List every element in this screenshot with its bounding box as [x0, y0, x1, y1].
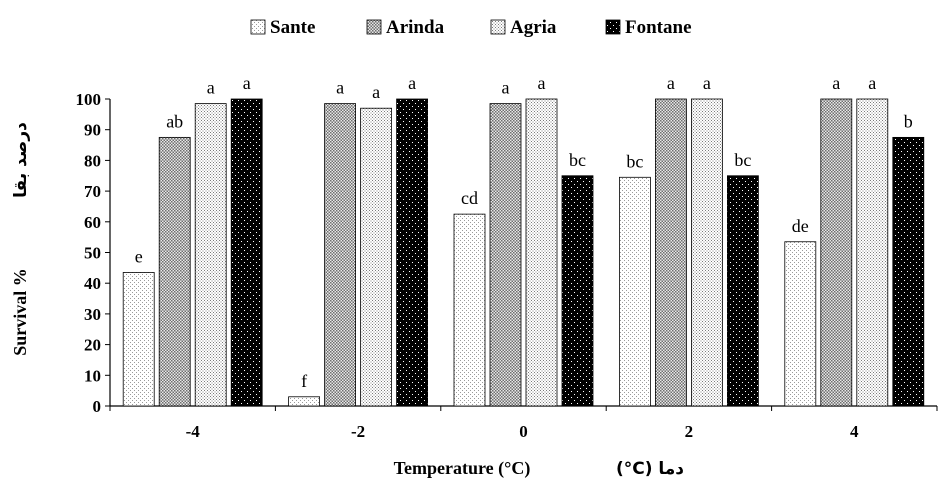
bar-fontane-2	[727, 175, 759, 407]
significance-letter: a	[703, 73, 711, 93]
x-tick-label: 4	[850, 422, 859, 441]
bar-agria--2	[360, 107, 393, 407]
x-tick-label: 0	[519, 422, 528, 441]
bar-arinda-4	[820, 98, 853, 407]
y-tick-label: 100	[76, 90, 102, 109]
x-tick-label: 2	[685, 422, 694, 441]
legend-swatch-fontane	[605, 19, 621, 35]
bar-arinda-2	[655, 98, 687, 407]
y-tick-label: 70	[84, 182, 101, 201]
bars	[122, 98, 925, 407]
significance-letter: a	[868, 73, 876, 93]
y-tick-label: 10	[84, 366, 101, 385]
significance-letter: a	[243, 73, 251, 93]
significance-letter: f	[301, 371, 307, 391]
y-tick-label: 90	[84, 121, 101, 140]
significance-letter: e	[135, 246, 143, 266]
significance-letter: a	[538, 73, 546, 93]
significance-letter: a	[372, 82, 380, 102]
y-axis-title-alt: درصد بقا	[11, 122, 31, 198]
x-axis-title: Temperature (°C)	[394, 458, 531, 479]
legend-swatch-sante	[250, 19, 266, 35]
bar-fontane--2	[396, 98, 429, 407]
bar-arinda--4	[158, 136, 191, 407]
y-tick-label: 30	[84, 305, 101, 324]
significance-letter: bc	[734, 150, 751, 170]
bar-arinda-0	[489, 103, 522, 407]
y-ticks: 0 10 20 30 40 50 60 70 80 90 100	[76, 90, 110, 416]
significance-letter: b	[904, 111, 913, 131]
significance-letter: ab	[166, 111, 183, 131]
significance-letter: a	[408, 73, 416, 93]
legend-swatch-arinda	[366, 19, 382, 35]
y-axis-title: Survival %	[10, 268, 30, 356]
legend-label-sante: Sante	[270, 17, 315, 38]
x-tick-label: -4	[186, 422, 201, 441]
y-tick-label: 0	[93, 397, 102, 416]
bar-fontane--4	[230, 98, 263, 407]
bar-sante--4	[122, 272, 155, 407]
legend-label-arinda: Arinda	[386, 17, 445, 38]
bar-agria-4	[856, 98, 889, 407]
significance-letter: a	[502, 78, 510, 98]
bar-sante-2	[619, 176, 651, 407]
legend-label-fontane: Fontane	[625, 17, 692, 38]
bar-agria-0	[525, 98, 558, 407]
bar-agria-2	[691, 98, 723, 407]
significance-letter: a	[207, 78, 215, 98]
bar-sante-4	[784, 241, 817, 407]
y-tick-label: 60	[84, 213, 101, 232]
y-tick-label: 20	[84, 336, 101, 355]
significance-letter: de	[792, 216, 809, 236]
bar-arinda--2	[324, 103, 357, 407]
significance-letter: cd	[461, 188, 478, 208]
legend-swatch-agria	[490, 19, 506, 35]
legend-label-agria: Agria	[510, 17, 557, 38]
y-tick-label: 40	[84, 274, 101, 293]
x-axis-title-alt: (°C) دما	[616, 459, 684, 479]
bar-sante--2	[288, 396, 321, 407]
y-tick-label: 80	[84, 151, 101, 170]
significance-letter: bc	[626, 151, 643, 171]
significance-letter: bc	[569, 150, 586, 170]
bar-fontane-4	[892, 136, 925, 407]
significance-letter: a	[832, 73, 840, 93]
x-tick-label: -2	[351, 422, 365, 441]
bar-fontane-0	[561, 175, 594, 407]
legend: Sante Arinda Agria Fontane	[250, 17, 692, 38]
bar-agria--4	[194, 103, 227, 407]
x-ticks: -4 -2 0 2 4	[109, 406, 938, 441]
y-tick-label: 50	[84, 244, 101, 263]
significance-letter: a	[667, 73, 675, 93]
bar-sante-0	[453, 213, 486, 407]
significance-letter: a	[336, 78, 344, 98]
